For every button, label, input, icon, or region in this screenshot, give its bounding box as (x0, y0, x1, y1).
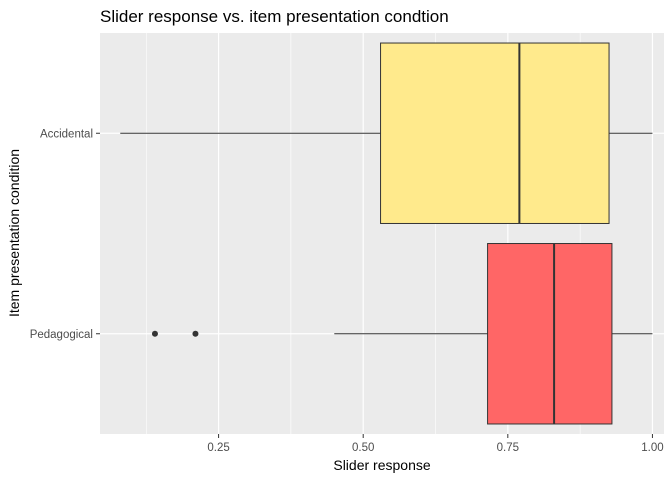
chart-title: Slider response vs. item presentation co… (100, 7, 449, 26)
x-tick-label: 0.25 (207, 442, 229, 454)
box-iqr (380, 42, 610, 224)
outlier-point (151, 330, 158, 337)
y-axis-title: Item presentation condition (6, 149, 22, 317)
y-tick-label: Pedagogical (30, 329, 93, 341)
x-axis-title: Slider response (333, 457, 430, 473)
outlier-point (192, 330, 199, 337)
box-iqr (487, 243, 613, 425)
y-tick-label: Accidental (40, 128, 93, 140)
x-tick-label: 0.75 (497, 442, 519, 454)
y-axis-ticks: Accidental Pedagogical (30, 128, 100, 341)
boxes-layer (120, 42, 653, 425)
x-tick-label: 0.50 (352, 442, 374, 454)
x-axis-ticks: 0.25 0.50 0.75 1.00 (207, 434, 664, 454)
x-tick-label: 1.00 (641, 442, 663, 454)
